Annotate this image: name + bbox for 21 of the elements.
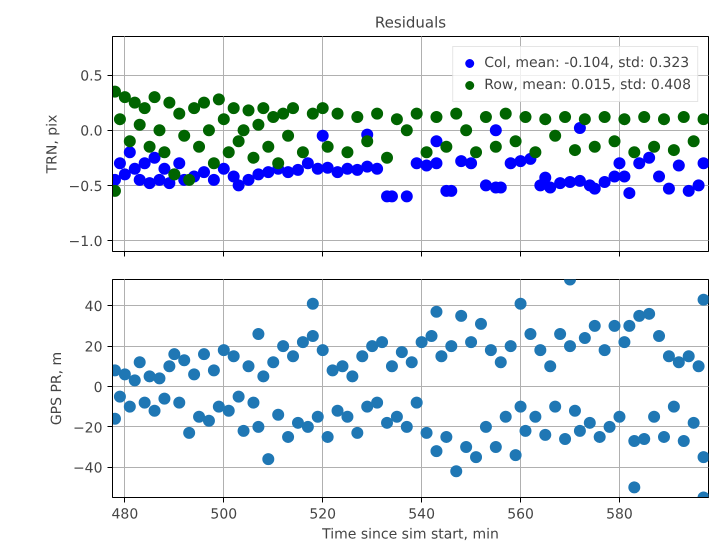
y-tick-label: −0.5 <box>68 178 103 195</box>
legend-label: Col, mean: -0.104, std: 0.323 <box>484 55 690 71</box>
y-tick-label: 0 <box>94 380 103 396</box>
y-tick-label: 0.0 <box>80 124 102 140</box>
legend-label: Row, mean: 0.015, std: 0.408 <box>484 77 691 93</box>
y-tick-label: 40 <box>84 299 103 316</box>
x-axis-title: Time since sim start, min <box>321 526 499 542</box>
y-tick-label: 0.5 <box>80 68 102 85</box>
y-tick-label: 20 <box>84 340 103 356</box>
x-tick-label: 540 <box>408 506 435 522</box>
x-tick-label: 500 <box>210 506 238 522</box>
y-tick-label: −40 <box>72 460 102 477</box>
y-axis-title: TRN, pix <box>44 114 61 174</box>
x-tick-label: 580 <box>606 506 633 522</box>
y-tick-label: −1.0 <box>68 234 103 250</box>
y-tick-label: −20 <box>72 420 102 436</box>
y-axis-title: GPS PR, m <box>48 352 65 426</box>
chart-title: Residuals <box>374 14 446 32</box>
x-tick-label: 520 <box>309 506 336 522</box>
x-tick-label: 480 <box>112 506 138 522</box>
x-tick-label: 560 <box>507 506 534 522</box>
